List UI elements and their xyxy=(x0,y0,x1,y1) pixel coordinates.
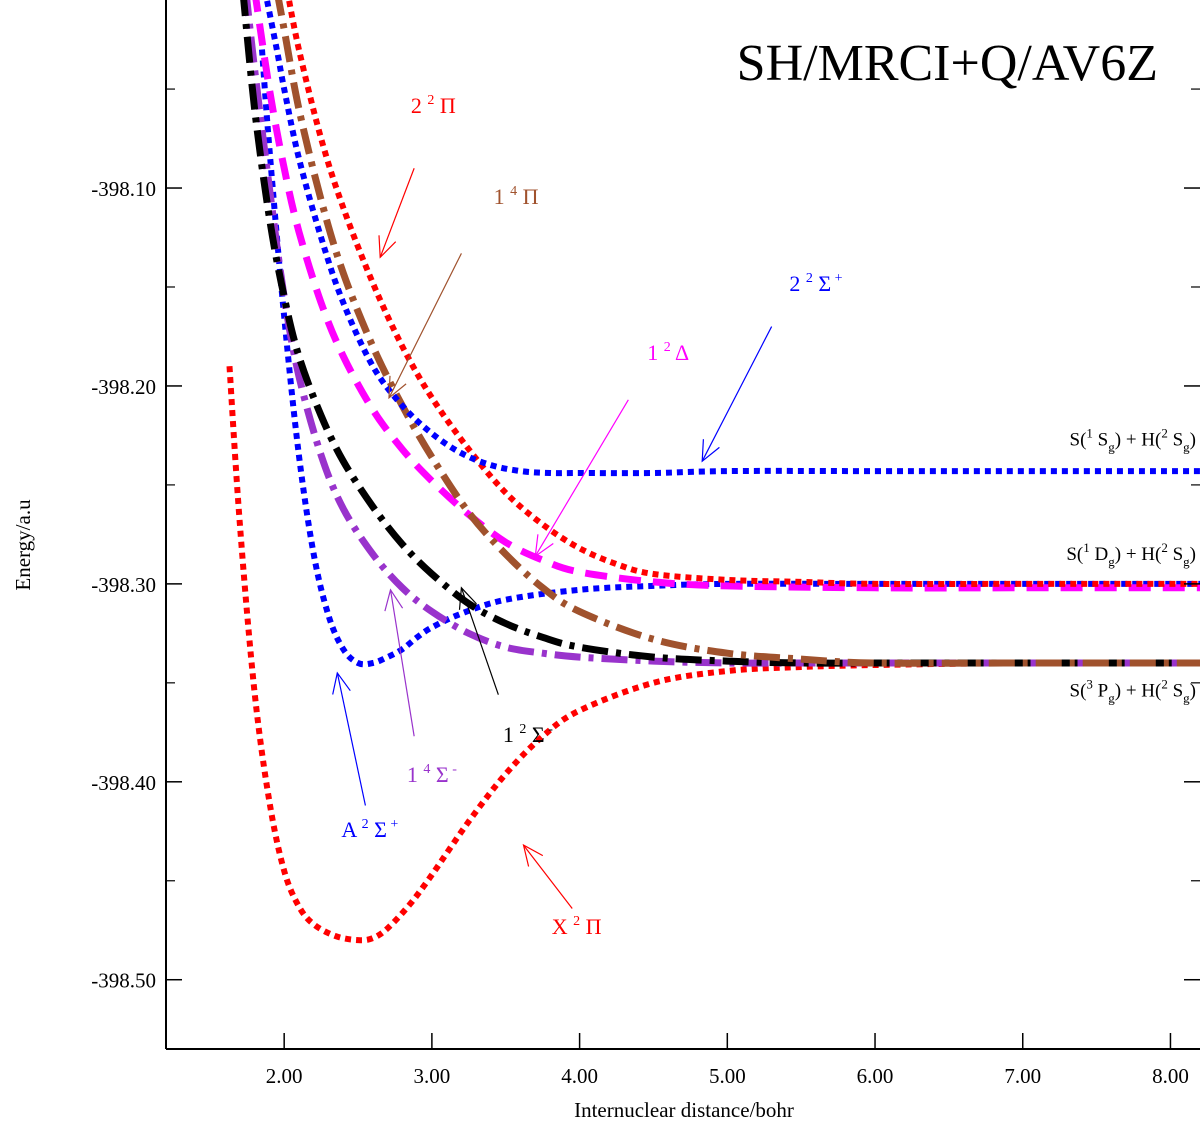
y-tick-label: -398.40 xyxy=(91,771,156,795)
series-curve-a-2-plus xyxy=(259,49,1200,668)
annotation-arrow-shaft xyxy=(522,844,573,909)
state-annotation-14-minus: 1 4 Σ - xyxy=(384,588,457,787)
annotations-layer: 2 2 Π 1 4 Π 2 2 Σ + 1 2 Δ 1 2 Σ - 1 4 Σ - A 2 … xyxy=(332,93,843,939)
y-axis-title: Energy/a.u xyxy=(11,499,35,591)
annotation-arrow-shaft xyxy=(534,399,629,557)
x-tick-label: 5.00 xyxy=(709,1064,746,1088)
annotation-arrow-shaft xyxy=(460,587,499,695)
annotation-arrow-shaft xyxy=(701,326,773,462)
x-tick-label: 2.00 xyxy=(266,1064,303,1088)
annotation-arrow-head xyxy=(701,439,720,463)
x-tick-label: 3.00 xyxy=(414,1064,451,1088)
x-tick-label: 7.00 xyxy=(1004,1064,1041,1088)
state-annotation-22: 2 2 Π xyxy=(378,93,456,259)
chart-title: SH/MRCI+Q/AV6Z xyxy=(737,35,1158,92)
state-label: 2 2 Σ + xyxy=(789,271,842,296)
state-label: 1 4 Σ - xyxy=(407,762,457,787)
series-curve-x-2 xyxy=(226,366,1200,944)
state-label: 1 2 Σ - xyxy=(503,722,553,747)
y-tick-label: -398.10 xyxy=(91,177,156,201)
annotation-arrow-head xyxy=(332,671,351,695)
annotation-arrow-head xyxy=(458,586,477,610)
x-tick-label: 4.00 xyxy=(561,1064,598,1088)
asymptote-label: S(1 Dg) + H(2 Sg) xyxy=(1066,540,1196,569)
plot-frame xyxy=(165,0,1200,1050)
x-axis-title: Internuclear distance/bohr xyxy=(574,1098,794,1122)
asymptote-label: S(3 Pg) + H(2 Sg) xyxy=(1070,677,1196,706)
annotation-arrow-head xyxy=(388,375,407,400)
series-curve-2-2 xyxy=(285,0,1200,588)
x-tick-label: 6.00 xyxy=(857,1064,894,1088)
ticks-layer: 2.00 3.00 4.00 5.00 6.00 7.00 8.00 -398.10 -398.… xyxy=(91,88,1200,1088)
state-annotation-22-plus: 2 2 Σ + xyxy=(701,271,843,463)
series-curve-1-4-minus xyxy=(243,0,1200,667)
series-curve-1-4 xyxy=(275,0,1200,667)
state-annotation-12-minus: 1 2 Σ - xyxy=(458,586,553,747)
y-tick-label: -398.20 xyxy=(91,375,156,399)
annotation-arrow-head xyxy=(522,843,544,867)
state-label: 1 2 Δ xyxy=(647,340,689,365)
y-tick-label: -398.50 xyxy=(91,969,156,993)
series-curve-2-2-plus xyxy=(263,0,1200,477)
series-curve-1-2-minus xyxy=(240,0,1200,667)
curves-layer xyxy=(226,0,1200,944)
annotation-arrow-shaft xyxy=(389,589,415,737)
state-annotation-x2: X 2 Π xyxy=(522,843,602,939)
state-label: X 2 Π xyxy=(552,914,602,939)
annotation-arrow-shaft xyxy=(336,672,367,806)
state-label: 1 4 Π xyxy=(494,184,539,209)
state-label: 2 2 Π xyxy=(411,93,456,118)
state-annotation-14: 1 4 Π xyxy=(388,184,539,400)
annotation-arrow-head xyxy=(378,235,397,259)
annotation-arrow-shaft xyxy=(388,253,462,399)
asymptote-labels-layer: S(1 Sg) + H(2 Sg) S(1 Dg) + H(2 Sg) S(3 Pg… xyxy=(1066,425,1196,705)
state-annotation-a2-plus: A 2 Σ + xyxy=(332,671,398,842)
state-label: A 2 Σ + xyxy=(341,817,398,842)
annotation-arrow-head xyxy=(534,534,554,558)
annotation-arrow-shaft xyxy=(379,168,415,258)
state-annotation-12: 1 2 Δ xyxy=(534,340,689,558)
annotation-arrow-head xyxy=(384,588,404,612)
asymptote-label: S(1 Sg) + H(2 Sg) xyxy=(1070,425,1196,454)
series-curve-1-2 xyxy=(252,0,1200,592)
x-tick-label: 8.00 xyxy=(1152,1064,1189,1088)
y-tick-label: -398.30 xyxy=(91,573,156,597)
